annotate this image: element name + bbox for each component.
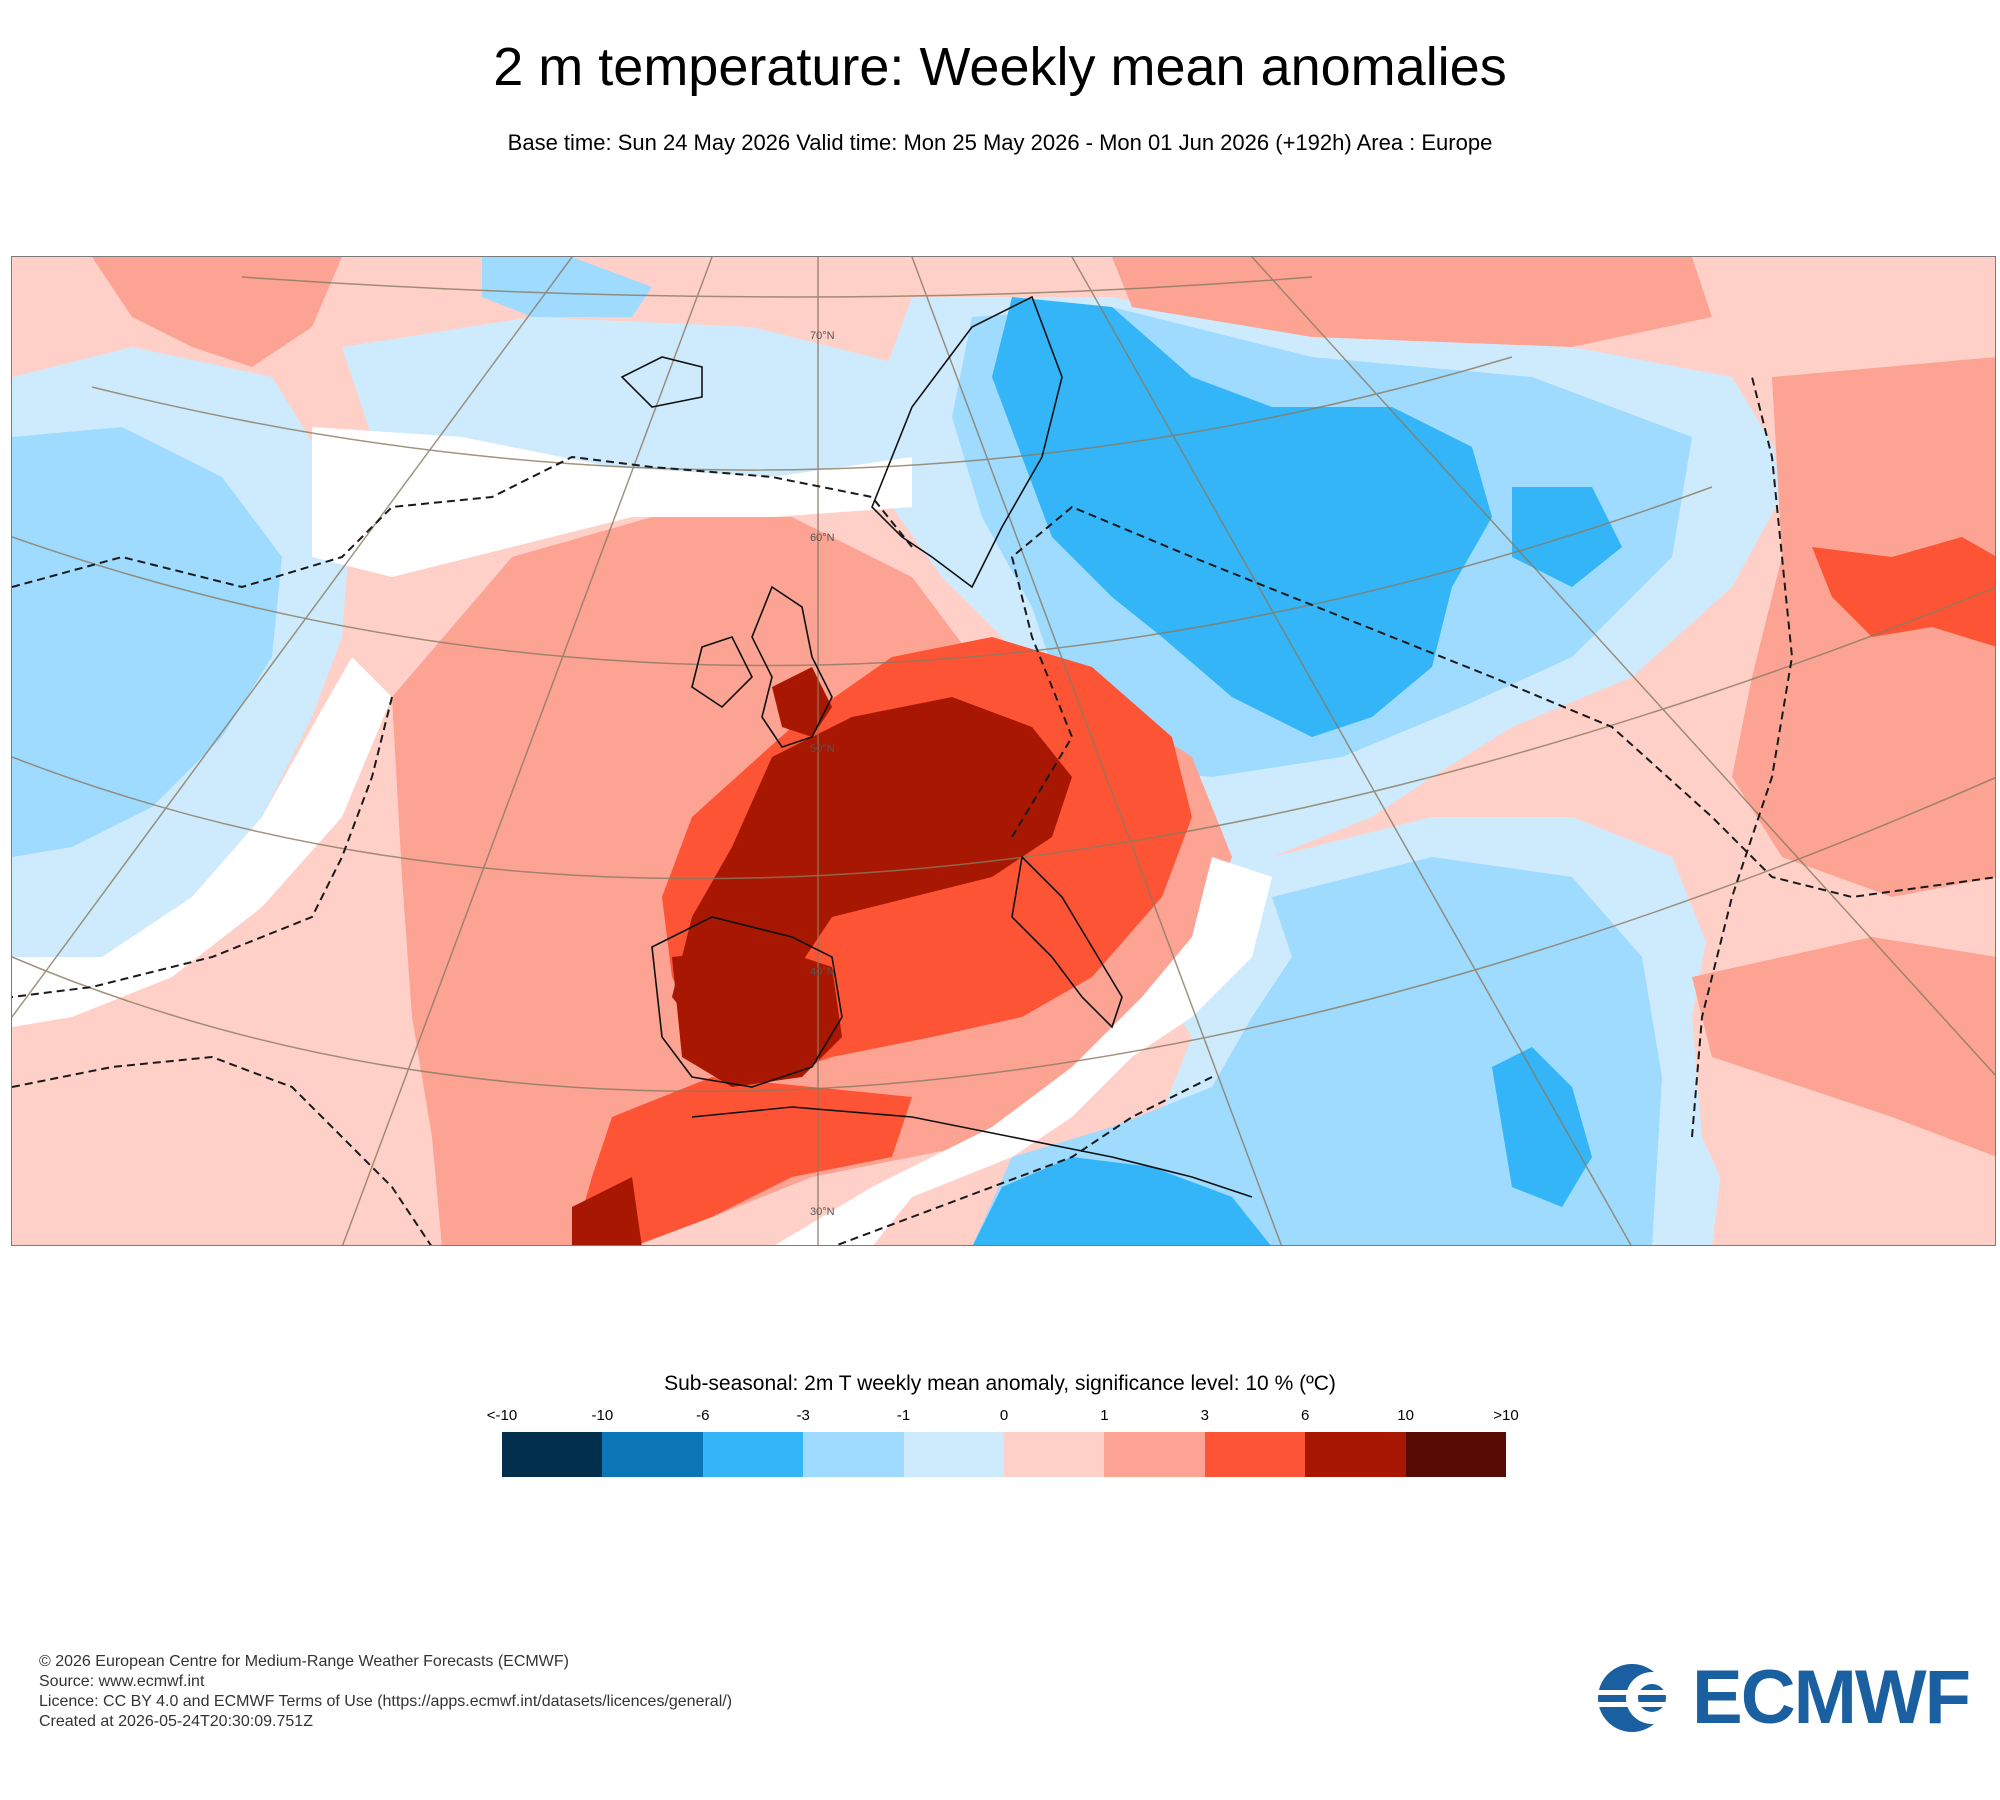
footer-licence: Licence: CC BY 4.0 and ECMWF Terms of Us… xyxy=(39,1693,733,1710)
region-north-atlantic-cold xyxy=(342,317,912,477)
ecmwf-logo-icon xyxy=(1594,1664,1686,1732)
coast-italy xyxy=(1011,855,1123,1029)
legend-label: <-10 xyxy=(486,1407,518,1424)
legend-label: 10 xyxy=(1397,1407,1414,1424)
legend-label: 6 xyxy=(1301,1407,1310,1424)
legend-color-swatch xyxy=(903,1432,1005,1477)
coast-ireland xyxy=(691,636,753,709)
legend-colorbar xyxy=(502,1432,1507,1477)
region-mideast-cold-medium xyxy=(972,857,1662,1245)
coast-scandinavia xyxy=(871,295,1063,589)
region-greenland-warm xyxy=(92,257,342,367)
meridian-w10 xyxy=(341,257,713,1245)
meridian-e20 xyxy=(1071,257,1632,1245)
region-white-band-north xyxy=(312,427,912,577)
footer-created: Created at 2026-05-24T20:30:09.751Z xyxy=(39,1713,313,1730)
legend-color-swatch xyxy=(1004,1432,1105,1477)
latitude-label-50n: 50°N xyxy=(810,743,835,755)
latitude-label-30n: 30°N xyxy=(810,1206,835,1218)
legend-label: -10 xyxy=(591,1407,614,1424)
ecmwf-logo-text: ECMWF xyxy=(1692,1655,1971,1740)
latitude-labels: 70°N 60°N 50°N 40°N 30°N xyxy=(810,330,835,1218)
region-north-africa-warm-strong xyxy=(572,1077,912,1245)
region-atlantic-cold-medium xyxy=(12,427,282,857)
region-siberia-warm xyxy=(1112,257,1712,347)
parallel-50n xyxy=(12,486,1713,667)
region-iberia-anomaly-max xyxy=(672,947,842,1087)
legend-color-swatch xyxy=(602,1432,703,1477)
legend-color-swatch xyxy=(1305,1432,1406,1477)
region-britain-anomaly-max xyxy=(772,667,832,737)
parallel-40n xyxy=(12,587,1995,880)
legend-label: >10 xyxy=(1493,1407,1519,1424)
legend-color-swatch xyxy=(1104,1432,1205,1477)
region-central-asia-warm-strong xyxy=(1812,537,1995,647)
region-white-band-center xyxy=(775,857,1272,1245)
ecmwf-logo: ECMWF xyxy=(1594,1660,1974,1736)
footer: © 2026 European Centre for Medium-Range … xyxy=(39,1652,939,1732)
meridian-e30 xyxy=(1251,257,1995,1076)
legend-label: -3 xyxy=(796,1407,810,1424)
latitude-label-60n: 60°N xyxy=(810,532,835,544)
anomaly-map-svg: 70°N 60°N 50°N 40°N 30°N xyxy=(12,257,1995,1245)
legend-title: Sub-seasonal: 2m T weekly mean anomaly, … xyxy=(664,1372,1336,1395)
chart-title: 2 m temperature: Weekly mean anomalies xyxy=(493,37,1507,97)
meridian-e10 xyxy=(911,257,1283,1245)
legend-color-swatch xyxy=(502,1432,603,1477)
legend-label: 0 xyxy=(999,1407,1009,1424)
significance-contour-asia xyxy=(1691,376,1794,1138)
coast-iberia xyxy=(651,916,843,1088)
legend-label: 1 xyxy=(1100,1407,1109,1424)
region-sahara-cold xyxy=(973,1157,1271,1245)
region-morocco-anomaly-max xyxy=(572,1177,642,1245)
anomaly-map: 70°N 60°N 50°N 40°N 30°N xyxy=(11,256,1996,1246)
significance-contour-atlantic xyxy=(12,696,393,998)
legend-color-swatch xyxy=(803,1432,904,1477)
significance-contours xyxy=(12,376,1995,1245)
parallel-30n xyxy=(12,777,1995,1093)
significance-contour-south xyxy=(12,1055,432,1245)
significance-contour-east xyxy=(1010,505,1995,899)
footer-copyright: © 2026 European Centre for Medium-Range … xyxy=(39,1653,569,1670)
coast-britain xyxy=(751,585,833,748)
region-white-band-west xyxy=(12,657,392,1027)
region-levant-cold xyxy=(1492,1047,1592,1207)
region-iceland-cold xyxy=(482,257,652,317)
coast-iceland xyxy=(620,356,703,408)
legend-labels: <-10 -10 -6 -3 -1 0 1 3 6 10 >10 xyxy=(487,1406,1519,1428)
graticule xyxy=(12,257,1995,1245)
footer-source: Source: www.ecmwf.int xyxy=(39,1673,205,1690)
legend-label: -1 xyxy=(896,1407,911,1424)
legend-color-swatch xyxy=(1405,1432,1507,1477)
significance-contour-west xyxy=(12,455,913,589)
legend-label: -6 xyxy=(696,1407,710,1424)
legend-color-swatch xyxy=(702,1432,804,1477)
coast-north-africa xyxy=(691,1106,1253,1198)
meridian-w20 xyxy=(12,257,573,1018)
chart-subtitle: Base time: Sun 24 May 2026 Valid time: M… xyxy=(507,130,1493,155)
parallel-70n xyxy=(241,276,1313,298)
latitude-label-70n: 70°N xyxy=(810,330,835,342)
latitude-label-40n: 40°N xyxy=(810,966,835,978)
parallel-60n xyxy=(91,356,1513,471)
coastlines xyxy=(620,295,1253,1198)
legend-label: 3 xyxy=(1200,1407,1209,1424)
legend-color-swatch xyxy=(1204,1432,1306,1477)
